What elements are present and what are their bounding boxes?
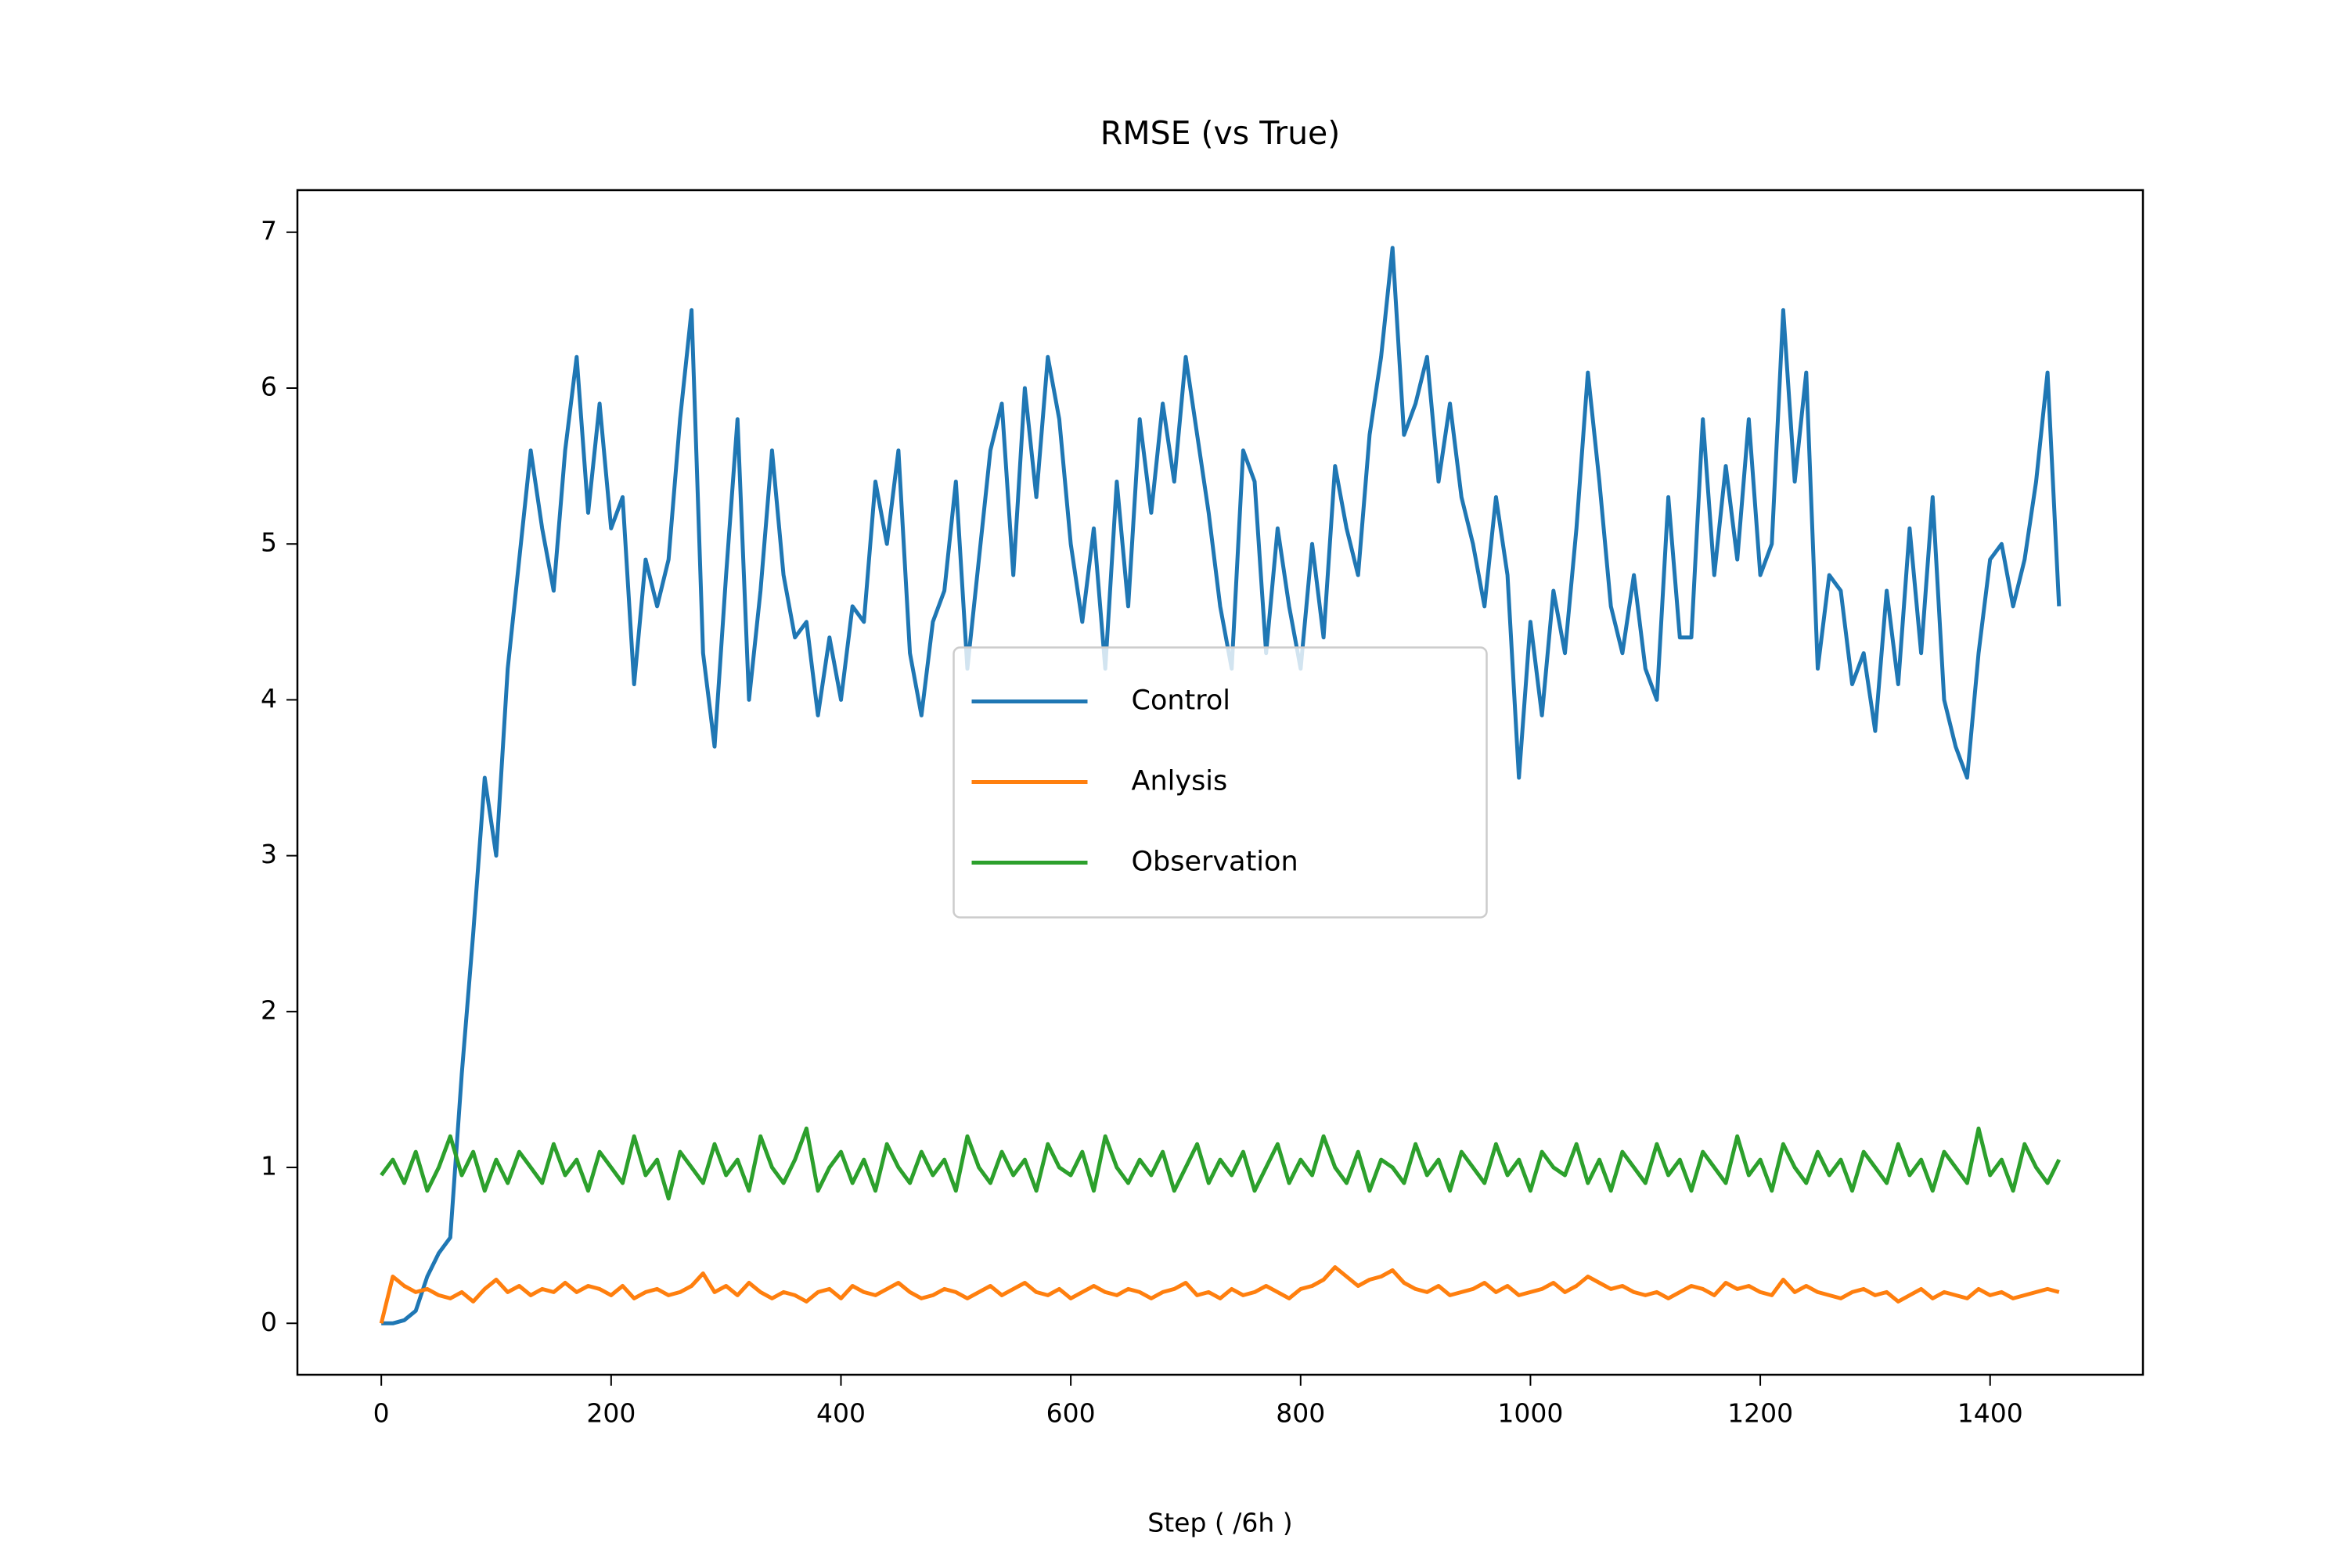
y-tick-label: 0 xyxy=(261,1307,277,1337)
x-tick-label: 200 xyxy=(586,1398,636,1429)
x-axis-label: Step ( /6h ) xyxy=(1147,1508,1292,1538)
x-tick-label: 800 xyxy=(1276,1398,1325,1429)
y-tick-label: 2 xyxy=(261,994,277,1025)
data-line xyxy=(381,246,2062,1325)
y-tick-label: 6 xyxy=(261,371,277,401)
x-tick-label: 600 xyxy=(1046,1398,1096,1429)
y-tick-label: 7 xyxy=(261,215,277,246)
x-tick-label: 1200 xyxy=(1727,1398,1793,1429)
plot-frame xyxy=(296,189,2145,1376)
data-line xyxy=(379,1265,2060,1324)
x-tick-label: 0 xyxy=(373,1398,390,1429)
y-tick-label: 5 xyxy=(261,527,277,558)
data-line xyxy=(380,1126,2062,1201)
legend-label: Control xyxy=(1132,685,1231,717)
legend-box xyxy=(953,646,1488,919)
x-tick-label: 1000 xyxy=(1497,1398,1563,1429)
legend-label: Observation xyxy=(1132,847,1298,878)
y-tick-label: 4 xyxy=(261,683,277,714)
legend-label: Anlysis xyxy=(1132,766,1228,797)
y-tick-label: 3 xyxy=(261,839,277,869)
x-tick-label: 400 xyxy=(816,1398,866,1429)
chart-title: RMSE (vs True) xyxy=(1100,114,1341,152)
x-tick-label: 1400 xyxy=(1957,1398,2023,1429)
y-tick-label: 1 xyxy=(261,1151,277,1181)
